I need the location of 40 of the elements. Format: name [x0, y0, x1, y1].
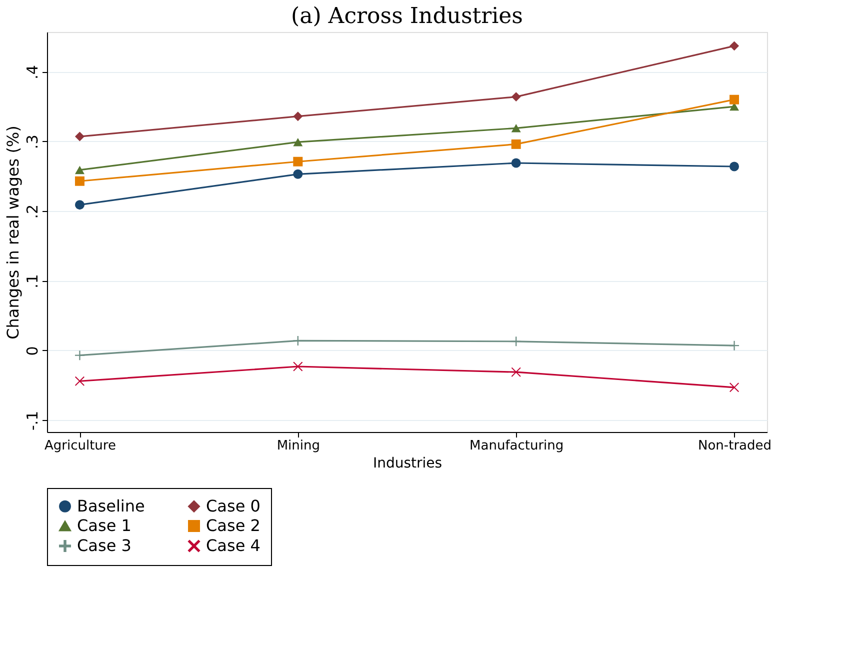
point [74, 132, 84, 142]
chart-title: (a) Across Industries [291, 4, 523, 29]
x-tick-label: Manufacturing [470, 438, 564, 454]
legend-label: Case 4 [206, 536, 260, 555]
point [293, 169, 303, 179]
point [511, 124, 521, 132]
point [74, 350, 84, 360]
point [293, 362, 303, 372]
point [293, 156, 303, 166]
legend-label: Case 0 [206, 496, 260, 516]
point [74, 376, 84, 386]
x-tick-label: Non-traded [698, 438, 772, 454]
y-tick-label: .3 [24, 134, 42, 150]
legend-label: Case 3 [77, 536, 132, 555]
point [74, 200, 84, 210]
point [511, 367, 521, 377]
x-axis-title: Industries [372, 456, 442, 472]
y-tick-label: -.1 [24, 410, 42, 431]
legend-label: Case 1 [77, 516, 132, 535]
point [293, 138, 303, 146]
x-tick-label: Mining [276, 438, 320, 454]
y-tick-label: .1 [24, 274, 42, 288]
point [293, 112, 303, 122]
y-tick-label: .2 [24, 204, 42, 219]
legend-label: Baseline [77, 496, 145, 516]
legend-label: Case 2 [206, 516, 260, 535]
point [730, 94, 740, 104]
point [730, 41, 740, 51]
point [511, 92, 521, 102]
y-axis-title: Changes in real wages (%) [4, 126, 22, 340]
point [730, 340, 740, 350]
y-tick-label: .4 [24, 65, 42, 80]
point [74, 176, 84, 186]
y-tick-label: 0 [24, 346, 42, 356]
point [74, 166, 84, 174]
point [730, 382, 740, 392]
point [730, 162, 740, 172]
x-tick-label: Agriculture [44, 438, 116, 454]
point [511, 139, 521, 149]
point [511, 158, 521, 168]
